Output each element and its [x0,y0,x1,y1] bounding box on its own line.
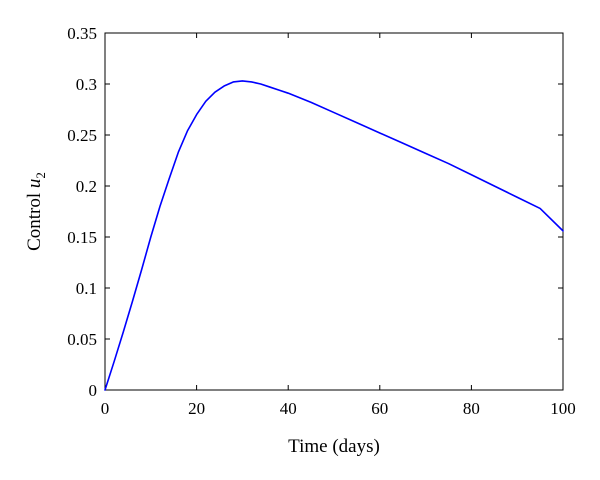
y-axis-title: Control u2 [24,172,48,251]
x-tick-label: 100 [550,399,576,418]
y-axis-title-subscript: 2 [33,172,48,179]
y-tick-label: 0.2 [76,177,97,196]
x-tick-label: 40 [280,399,297,418]
x-tick-label: 80 [463,399,480,418]
series-layer [104,80,564,391]
y-axis: 0 0.05 0.1 0.15 0.2 0.25 0.3 0.35 [67,24,563,400]
y-axis-title-prefix: Control [24,188,45,251]
y-tick-label: 0.35 [67,24,97,43]
x-axis: 0 20 40 60 80 100 [101,33,576,418]
x-axis-title: Time (days) [288,436,380,457]
plot-area [104,32,564,391]
x-tick-label: 20 [188,399,205,418]
x-tick-label: 0 [101,399,110,418]
x-tick-label: 60 [371,399,388,418]
y-tick-label: 0 [89,381,98,400]
y-axis-title-symbol: u [24,179,45,189]
y-tick-label: 0.1 [76,279,97,298]
y-tick-label: 0.05 [67,330,97,349]
y-tick-label: 0.15 [67,228,97,247]
series-line-0 [104,80,564,391]
y-tick-label: 0.3 [76,75,97,94]
y-tick-label: 0.25 [67,126,97,145]
